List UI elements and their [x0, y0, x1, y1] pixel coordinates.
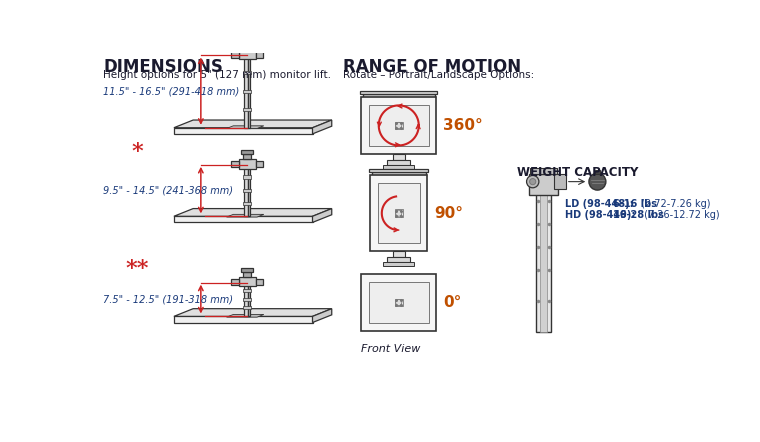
Bar — [239, 159, 255, 168]
Bar — [360, 91, 437, 94]
Circle shape — [396, 122, 402, 129]
Bar — [529, 174, 558, 195]
Text: 360°: 360° — [443, 118, 483, 133]
Text: 16-28 lbs: 16-28 lbs — [613, 210, 663, 220]
Bar — [595, 170, 600, 174]
Bar — [378, 183, 420, 243]
Bar — [536, 178, 551, 332]
Bar — [363, 94, 435, 98]
Text: Rotate – Portrait/Landscape Options:: Rotate – Portrait/Landscape Options: — [344, 70, 534, 80]
Text: LD (98-448):: LD (98-448): — [565, 199, 637, 210]
Text: Height options for 5" (127 mm) monitor lift.: Height options for 5" (127 mm) monitor l… — [103, 70, 331, 80]
Text: RANGE OF MOTION: RANGE OF MOTION — [344, 58, 521, 76]
Circle shape — [589, 173, 606, 190]
Bar — [243, 154, 251, 159]
Bar — [393, 154, 405, 160]
Polygon shape — [312, 209, 332, 222]
Bar — [239, 50, 255, 59]
Text: Front View: Front View — [361, 344, 420, 354]
Text: (7.26-12.72 kg): (7.26-12.72 kg) — [641, 210, 719, 220]
Bar — [242, 71, 252, 74]
Bar — [245, 54, 248, 128]
Circle shape — [396, 210, 402, 216]
Polygon shape — [174, 316, 312, 323]
Text: 9.5" - 14.5" (241-368 mm): 9.5" - 14.5" (241-368 mm) — [103, 186, 233, 196]
Bar — [370, 175, 427, 251]
Circle shape — [396, 299, 402, 305]
Bar — [530, 168, 556, 174]
Bar — [241, 150, 253, 154]
Bar — [361, 274, 436, 331]
Text: HD (98-449):: HD (98-449): — [565, 210, 639, 220]
Bar — [242, 175, 252, 179]
Text: 6-16 lbs: 6-16 lbs — [613, 199, 657, 210]
Bar — [242, 189, 252, 192]
Bar — [395, 122, 403, 129]
Text: (2.72-7.26 kg): (2.72-7.26 kg) — [638, 199, 711, 210]
Bar — [395, 299, 403, 306]
Bar — [387, 257, 410, 262]
Bar — [243, 272, 251, 277]
Polygon shape — [174, 209, 332, 216]
Polygon shape — [174, 128, 312, 134]
Polygon shape — [174, 309, 332, 316]
Bar — [242, 90, 252, 93]
Bar — [242, 306, 252, 309]
Polygon shape — [174, 120, 332, 128]
Bar — [372, 172, 426, 176]
Polygon shape — [312, 120, 332, 134]
Text: 11.5" - 16.5" (291-418 mm): 11.5" - 16.5" (291-418 mm) — [103, 87, 239, 97]
Bar — [241, 268, 253, 272]
Bar — [245, 164, 248, 216]
Bar — [243, 45, 251, 50]
Bar — [395, 210, 403, 217]
Bar — [540, 178, 547, 332]
Bar — [369, 282, 429, 323]
Bar — [554, 174, 566, 189]
Bar — [369, 169, 428, 172]
Polygon shape — [226, 214, 264, 217]
Bar — [231, 161, 239, 167]
Text: *: * — [131, 141, 143, 163]
Bar — [245, 282, 248, 316]
Bar — [248, 282, 250, 316]
Bar — [383, 262, 414, 266]
Text: WEIGHT CAPACITY: WEIGHT CAPACITY — [517, 166, 638, 179]
Bar — [242, 108, 252, 111]
Bar — [383, 165, 414, 168]
Bar — [242, 202, 252, 205]
Text: **: ** — [125, 259, 149, 280]
Bar — [255, 161, 263, 167]
Circle shape — [530, 179, 536, 185]
Circle shape — [527, 175, 539, 188]
Bar — [248, 54, 250, 128]
Text: 0°: 0° — [443, 295, 462, 310]
Bar — [242, 297, 252, 301]
Bar — [387, 160, 410, 165]
Text: DIMENSIONS: DIMENSIONS — [103, 58, 223, 76]
Bar — [241, 41, 253, 45]
Polygon shape — [226, 126, 264, 129]
Bar — [393, 251, 405, 257]
Polygon shape — [312, 309, 332, 323]
Bar — [231, 52, 239, 57]
Bar — [239, 277, 255, 286]
Bar — [242, 289, 252, 292]
Bar — [255, 278, 263, 285]
Polygon shape — [226, 314, 264, 317]
Polygon shape — [174, 216, 312, 222]
Text: 90°: 90° — [434, 206, 463, 221]
Bar — [361, 97, 436, 154]
Bar — [255, 52, 263, 57]
Bar — [231, 278, 239, 285]
Text: 7.5" - 12.5" (191-318 mm): 7.5" - 12.5" (191-318 mm) — [103, 295, 233, 305]
Bar — [248, 164, 250, 216]
Bar — [369, 105, 429, 146]
